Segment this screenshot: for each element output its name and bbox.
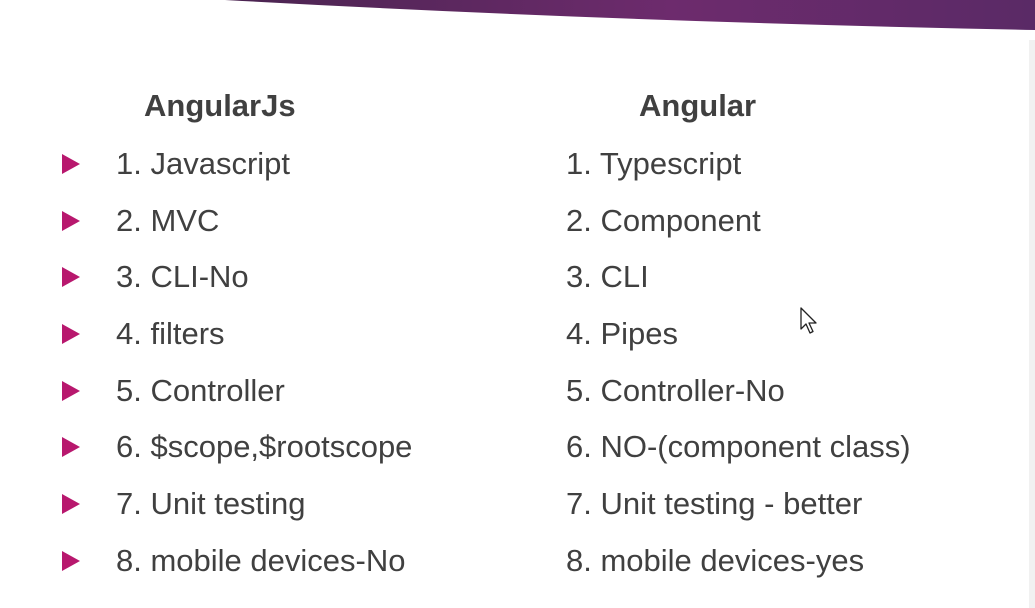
triangle-bullet-icon xyxy=(62,210,80,231)
angularjs-heading: AngularJs xyxy=(144,88,296,123)
triangle-bullet-icon xyxy=(62,154,80,174)
list-item-text: 6. NO-(component class) xyxy=(566,429,911,465)
list-item-text: 7. Unit testing - better xyxy=(566,486,863,522)
list-item-text: 4. Pipes xyxy=(566,316,679,352)
triangle-bullet-icon xyxy=(62,494,80,515)
list-item-text: 8. mobile devices-No xyxy=(116,542,406,578)
triangle-bullet-icon xyxy=(62,437,80,458)
list-item: 1. Typescript xyxy=(566,140,911,197)
list-item: 5. Controller xyxy=(62,367,412,424)
angularjs-feature-list: 1. Javascript 2. MVC 3. CLI-No 4. filter… xyxy=(62,140,412,594)
list-item: 2. MVC xyxy=(62,197,412,254)
list-item-text: 7. Unit testing xyxy=(116,486,306,522)
triangle-bullet-icon xyxy=(62,550,80,571)
list-item: 4. filters xyxy=(62,310,412,367)
list-item-text: 1. Javascript xyxy=(116,146,291,181)
list-item-text: 6. $scope,$rootscope xyxy=(116,429,413,465)
angular-feature-list: 1. Typescript 2. Component 3. CLI 4. Pip… xyxy=(566,140,911,594)
triangle-bullet-icon xyxy=(62,324,80,345)
list-item-text: 3. CLI-No xyxy=(116,259,249,295)
list-item-text: 4. filters xyxy=(116,316,225,352)
list-item-text: 1. Typescript xyxy=(566,146,742,181)
mouse-pointer-icon xyxy=(800,307,817,334)
list-item: 8. mobile devices-No xyxy=(62,537,412,594)
decorative-top-banner xyxy=(225,0,1035,30)
list-item: 4. Pipes xyxy=(566,310,911,367)
list-item: 5. Controller-No xyxy=(566,367,911,424)
list-item-text: 5. Controller-No xyxy=(566,372,785,408)
list-item: 1. Javascript xyxy=(62,140,412,197)
list-item-text: 8. mobile devices-yes xyxy=(566,542,865,578)
angular-heading: Angular xyxy=(639,88,757,123)
list-item-text: 2. Component xyxy=(566,202,761,238)
list-item: 7. Unit testing xyxy=(62,480,412,537)
list-item: 2. Component xyxy=(566,197,911,254)
list-item: 6. $scope,$rootscope xyxy=(62,423,412,480)
list-item: 3. CLI xyxy=(566,253,911,310)
list-item-text: 5. Controller xyxy=(116,372,285,408)
right-edge-shadow xyxy=(1029,40,1035,608)
list-item-text: 3. CLI xyxy=(566,259,649,295)
list-item: 8. mobile devices-yes xyxy=(566,537,911,594)
list-item: 3. CLI-No xyxy=(62,253,412,310)
triangle-bullet-icon xyxy=(62,267,80,288)
list-item-text: 2. MVC xyxy=(116,202,220,238)
list-item: 6. NO-(component class) xyxy=(566,423,911,480)
triangle-bullet-icon xyxy=(62,380,80,401)
list-item: 7. Unit testing - better xyxy=(566,480,911,537)
